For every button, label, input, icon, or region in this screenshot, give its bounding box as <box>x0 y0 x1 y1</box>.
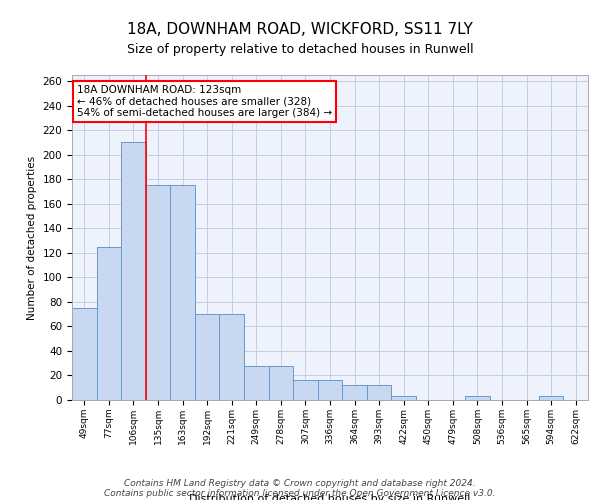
Bar <box>220 314 244 400</box>
Bar <box>72 308 97 400</box>
Bar <box>367 386 391 400</box>
Bar <box>97 246 121 400</box>
Y-axis label: Number of detached properties: Number of detached properties <box>27 156 37 320</box>
Text: 18A DOWNHAM ROAD: 123sqm
← 46% of detached houses are smaller (328)
54% of semi-: 18A DOWNHAM ROAD: 123sqm ← 46% of detach… <box>77 84 332 118</box>
Bar <box>318 380 342 400</box>
Text: Contains HM Land Registry data © Crown copyright and database right 2024.: Contains HM Land Registry data © Crown c… <box>124 478 476 488</box>
Bar <box>170 186 195 400</box>
Bar <box>539 396 563 400</box>
Bar <box>465 396 490 400</box>
Bar <box>391 396 416 400</box>
Bar <box>269 366 293 400</box>
Text: Contains public sector information licensed under the Open Government Licence v3: Contains public sector information licen… <box>104 488 496 498</box>
Bar <box>121 142 146 400</box>
Text: Size of property relative to detached houses in Runwell: Size of property relative to detached ho… <box>127 42 473 56</box>
Bar <box>195 314 220 400</box>
X-axis label: Distribution of detached houses by size in Runwell: Distribution of detached houses by size … <box>190 494 470 500</box>
Bar <box>293 380 318 400</box>
Bar <box>146 186 170 400</box>
Text: 18A, DOWNHAM ROAD, WICKFORD, SS11 7LY: 18A, DOWNHAM ROAD, WICKFORD, SS11 7LY <box>127 22 473 38</box>
Bar <box>342 386 367 400</box>
Bar <box>244 366 269 400</box>
